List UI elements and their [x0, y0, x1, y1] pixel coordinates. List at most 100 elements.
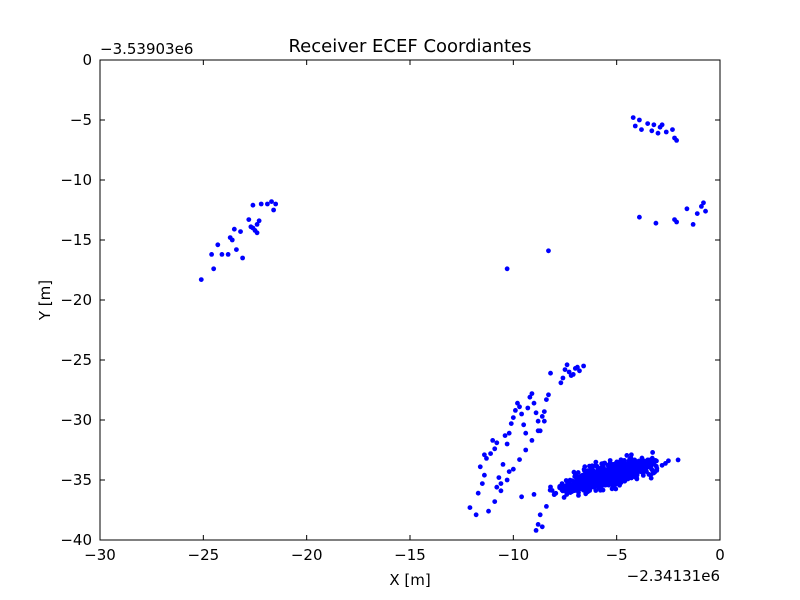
data-point: [568, 482, 573, 488]
data-point: [581, 363, 586, 369]
data-point: [653, 463, 659, 469]
data-point: [504, 266, 510, 272]
data-point: [539, 414, 545, 419]
data-point: [593, 488, 599, 493]
data-point: [492, 499, 498, 504]
data-point: [490, 438, 496, 443]
data-point: [614, 459, 620, 465]
data-point: [500, 462, 506, 467]
y-tick-label: 0: [82, 51, 92, 69]
data-point: [535, 428, 541, 434]
data-point: [533, 410, 539, 416]
data-point: [541, 409, 547, 414]
data-point: [238, 229, 243, 235]
data-point: [620, 474, 626, 480]
data-point: [639, 466, 645, 472]
y-axis-offset-label: −3.53903e6: [100, 40, 193, 58]
data-point: [609, 480, 614, 486]
data-point: [609, 470, 614, 475]
y-tick-label: −30: [60, 411, 92, 429]
data-point: [558, 380, 564, 386]
data-points: [198, 115, 708, 533]
data-point: [650, 450, 656, 455]
data-point: [580, 480, 586, 485]
data-point: [649, 466, 655, 472]
data-point: [639, 459, 644, 464]
data-point: [572, 474, 578, 479]
data-point: [557, 485, 563, 491]
data-point: [198, 277, 204, 282]
data-point: [675, 457, 681, 463]
data-point: [494, 484, 500, 490]
data-point: [694, 211, 700, 217]
data-point: [663, 129, 669, 135]
data-point: [659, 462, 665, 468]
data-point: [595, 484, 601, 490]
data-point: [504, 477, 510, 483]
data-point: [248, 224, 254, 230]
data-point: [482, 452, 487, 458]
data-point: [611, 473, 617, 479]
data-point: [486, 508, 491, 514]
data-point: [513, 408, 518, 413]
data-point: [525, 405, 531, 411]
data-point: [645, 461, 650, 467]
x-tick-label: −20: [291, 546, 323, 564]
data-point: [502, 433, 508, 438]
data-point: [273, 201, 279, 207]
data-point: [533, 528, 539, 533]
y-tick-label: −15: [60, 231, 92, 249]
data-point: [630, 115, 636, 120]
data-point: [494, 440, 500, 446]
data-point: [586, 486, 592, 492]
data-point: [537, 512, 543, 518]
data-point: [519, 411, 524, 417]
data-point: [610, 461, 616, 467]
data-point: [517, 457, 522, 462]
y-tick-label: −25: [60, 351, 92, 369]
data-point: [601, 464, 606, 470]
data-point: [227, 235, 233, 241]
data-point: [498, 481, 504, 486]
data-point: [515, 400, 520, 406]
data-point: [617, 469, 622, 475]
data-point: [531, 400, 537, 406]
data-point: [269, 199, 274, 205]
data-point: [479, 481, 485, 486]
data-point: [560, 375, 566, 381]
data-point: [570, 372, 576, 377]
data-point: [529, 391, 535, 396]
data-point: [484, 456, 489, 461]
data-point: [254, 222, 260, 227]
data-point: [562, 367, 568, 372]
data-point: [566, 479, 572, 484]
data-point: [703, 208, 708, 214]
data-point: [571, 469, 577, 475]
data-point: [674, 138, 679, 143]
data-point: [604, 477, 610, 482]
data-point: [240, 255, 246, 261]
data-point: [467, 505, 473, 510]
data-point: [219, 252, 225, 257]
data-point: [597, 470, 603, 476]
y-axis-label: Y [m]: [36, 280, 54, 321]
data-point: [561, 483, 566, 489]
data-point: [482, 472, 487, 478]
data-point: [234, 247, 239, 253]
data-point: [648, 475, 654, 481]
data-point: [609, 486, 615, 492]
data-point: [564, 362, 570, 368]
data-point: [523, 430, 529, 436]
data-point: [633, 473, 639, 479]
data-point: [577, 368, 582, 374]
data-point: [575, 470, 581, 475]
data-point: [617, 462, 623, 468]
data-point: [637, 214, 642, 220]
data-point: [553, 490, 559, 496]
data-point: [690, 222, 696, 227]
data-point: [578, 486, 584, 492]
data-point: [544, 504, 549, 509]
data-point: [521, 422, 527, 428]
x-tick-label: −30: [84, 546, 116, 564]
data-point: [546, 248, 551, 254]
